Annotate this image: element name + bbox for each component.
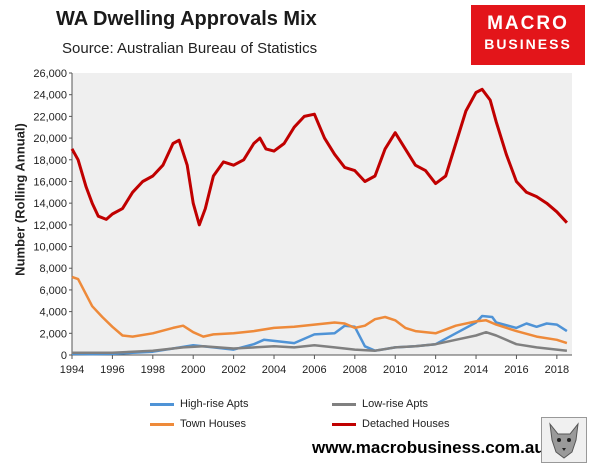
plot-area — [72, 73, 572, 355]
x-tick-label: 2018 — [545, 364, 569, 376]
y-tick-label: 6,000 — [39, 285, 67, 297]
series-line-town-houses — [71, 275, 568, 345]
y-tick-label: 20,000 — [33, 133, 67, 145]
legend-swatch-town-houses — [150, 422, 174, 426]
legend-label-detached: Detached Houses — [362, 418, 450, 430]
legend-low-rise: Low-rise Apts — [332, 398, 428, 410]
x-tick-label: 2006 — [302, 364, 326, 376]
x-tick-label: 2014 — [464, 364, 488, 376]
macrobusiness-logo: MACRO BUSINESS — [471, 5, 585, 65]
y-tick-label: 8,000 — [39, 263, 67, 275]
y-tick-label: 10,000 — [33, 242, 67, 254]
legend-label-low-rise: Low-rise Apts — [362, 398, 429, 410]
x-tick-label: 2016 — [504, 364, 528, 376]
series-line-detached — [70, 87, 569, 227]
y-tick-label: 0 — [61, 350, 67, 362]
x-tick-label: 1998 — [141, 364, 165, 376]
wolf-badge-icon — [541, 417, 587, 463]
y-tick-label: 22,000 — [33, 111, 67, 123]
y-tick-label: 16,000 — [33, 176, 67, 188]
y-tick-label: 4,000 — [39, 307, 67, 319]
x-tick-label: 2008 — [343, 364, 367, 376]
chart-subtitle: Source: Australian Bureau of Statistics — [62, 40, 318, 57]
x-tick-label: 1996 — [100, 364, 124, 376]
legend-swatch-low-rise — [332, 402, 356, 406]
y-tick-label: 12,000 — [33, 220, 67, 232]
x-tick-label: 2000 — [181, 364, 205, 376]
x-tick-label: 2012 — [423, 364, 447, 376]
legend-label-high-rise: High-rise Apts — [180, 398, 249, 410]
y-tick-label: 2,000 — [39, 328, 67, 340]
legend-town-houses: Town Houses — [150, 418, 246, 430]
legend-label-town-houses: Town Houses — [180, 418, 247, 430]
logo-line-2: BUSINESS — [484, 36, 572, 52]
x-tick-label: 2002 — [221, 364, 245, 376]
legend-swatch-detached — [332, 422, 356, 426]
logo-line-1: MACRO — [487, 13, 569, 34]
legend-detached-houses: Detached Houses — [332, 418, 449, 430]
chart-title: WA Dwelling Approvals Mix — [56, 8, 317, 30]
x-tick-label: 1994 — [60, 364, 84, 376]
series-line-low-rise — [72, 330, 568, 355]
y-tick-label: 26,000 — [33, 68, 67, 80]
x-tick-label: 2004 — [262, 364, 286, 376]
legend-high-rise: High-rise Apts — [150, 398, 248, 410]
x-tick-label: 2010 — [383, 364, 407, 376]
y-tick-label: 24,000 — [33, 90, 67, 102]
footer-url: www.macrobusiness.com.au — [312, 438, 545, 457]
y-tick-label: 14,000 — [33, 198, 67, 210]
y-tick-label: 18,000 — [33, 155, 67, 167]
legend-swatch-high-rise — [150, 402, 174, 406]
